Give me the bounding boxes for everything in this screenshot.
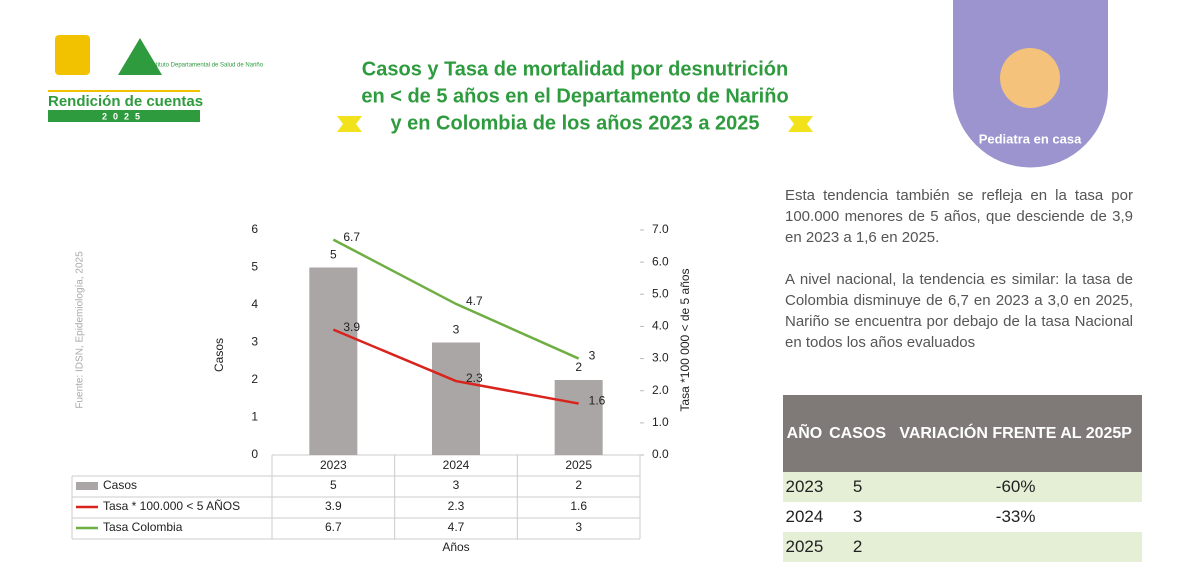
paragraph: Esta tendencia también se refleja en la … — [785, 187, 1133, 246]
line — [332, 238, 580, 360]
legend-swatch — [76, 482, 98, 490]
table-cell: -33% — [995, 507, 1036, 526]
rule — [48, 90, 200, 92]
table-value: 2.3 — [448, 499, 465, 513]
x-tick-label: 2025 — [565, 458, 592, 472]
data-label: 1.6 — [589, 394, 606, 408]
summary-table: AÑO CASOS VARIACIÓN FRENTE AL 2025P 2023 5 -6… — [783, 395, 1142, 562]
y2-tick-label: 7.0 — [652, 222, 669, 236]
y-tick-label: 3 — [251, 335, 258, 349]
table-cell: 2 — [825, 532, 890, 562]
table-cell: AÑO — [783, 395, 826, 472]
table-value: 5 — [330, 478, 337, 492]
brand: Rendición de cuentas — [48, 93, 203, 110]
table-cell: 2024 — [785, 507, 824, 526]
legend-label: Casos — [103, 478, 137, 492]
data-label: 2 — [575, 360, 582, 374]
y2-tick-label: 0.0 — [652, 447, 669, 461]
table-value: 4.7 — [448, 520, 465, 534]
y2-tick-label: 2.0 — [652, 383, 669, 397]
paragraph: A nivel nacional, la tendencia es simila… — [785, 271, 1133, 351]
y2-axis-label: Tasa *100 000 < de 5 años — [678, 268, 692, 411]
x-tick-label: 2023 — [320, 458, 347, 472]
data-label: 4.7 — [466, 294, 483, 308]
table-cell: 3 — [852, 507, 863, 526]
y-tick-label: 1 — [251, 410, 258, 424]
badge-icon — [1000, 48, 1060, 108]
table-cell — [889, 532, 1142, 562]
table-cell: VARIACIÓN FRENTE AL 2025P — [889, 395, 1142, 472]
bar — [309, 267, 358, 455]
y-tick-label: 4 — [251, 297, 258, 311]
y-tick-label: 6 — [251, 222, 258, 236]
y2-tick-label: 6.0 — [652, 254, 669, 268]
table-value: 3 — [453, 478, 460, 492]
source: Fuente: IDSN, Epidemiología, 2025 — [75, 251, 86, 409]
badge-text: Pediatra en casa — [979, 131, 1082, 146]
y2-tick-label: 3.0 — [652, 351, 669, 365]
table-cell: -60% — [889, 472, 1142, 502]
deco-arrow — [788, 116, 813, 132]
y-tick-label: 0 — [251, 447, 258, 461]
year: 2025 — [102, 111, 146, 121]
y2-tick-label: 4.0 — [652, 319, 669, 333]
table-row: 2024 3 -33% — [783, 502, 1142, 532]
title: y en Colombia de los años 2023 a 2025 — [390, 112, 759, 134]
table-value: 2 — [575, 478, 582, 492]
table-value: 1.6 — [570, 499, 587, 513]
year-band — [48, 110, 200, 122]
y-tick-label: 5 — [251, 260, 258, 274]
data-label: 3 — [453, 323, 460, 337]
x-tick-label: 2024 — [443, 458, 470, 472]
bar — [554, 380, 603, 455]
logo-shield — [55, 35, 90, 75]
y-axis-label: Casos — [212, 338, 226, 372]
table-row: 2023 5 -60% — [783, 472, 1142, 502]
table-value: 3.9 — [325, 499, 342, 513]
table-value: 3 — [575, 520, 582, 534]
line — [332, 328, 579, 405]
table-cell: 5 — [825, 472, 890, 502]
data-label: 6.7 — [343, 230, 360, 244]
table-row: 2025 2 — [783, 532, 1142, 562]
logo-institute — [118, 38, 162, 75]
deco-arrow — [337, 116, 362, 132]
table-cell: 2025 — [783, 532, 826, 562]
institute-name: Instituto Departamental de Salud de Nari… — [148, 63, 264, 69]
table-cell: 2023 — [783, 472, 826, 502]
data-label: 3 — [589, 349, 596, 363]
y2-tick-label: 5.0 — [652, 286, 669, 300]
x-axis-label: Años — [442, 540, 469, 553]
data-label: 3.9 — [343, 320, 360, 334]
table-cell: CASOS — [825, 395, 890, 472]
title: Casos y Tasa de mortalidad por desnutric… — [362, 58, 788, 80]
bar — [432, 342, 480, 455]
y-tick-label: 2 — [251, 372, 258, 386]
data-label: 5 — [330, 248, 337, 262]
table-value: 6.7 — [325, 520, 342, 534]
title: en < de 5 años en el Departamento de Nar… — [361, 85, 788, 107]
data-label: 2.3 — [466, 371, 483, 385]
y2-tick-label: 1.0 — [652, 415, 669, 429]
legend-label: Tasa * 100.000 < 5 AÑOS — [103, 499, 240, 513]
legend-label: Tasa Colombia — [103, 520, 183, 534]
